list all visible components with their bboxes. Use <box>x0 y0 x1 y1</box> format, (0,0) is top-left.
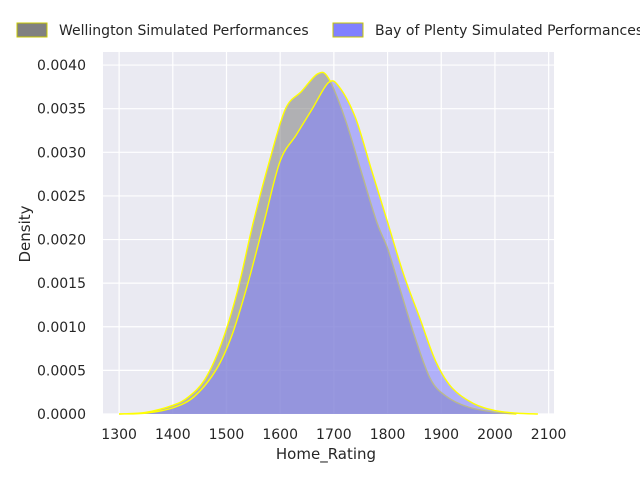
x-tick-label: 1900 <box>423 427 459 443</box>
x-tick-label: 1300 <box>101 427 137 443</box>
x-tick-label: 2000 <box>477 427 513 443</box>
density-outline-1 <box>119 80 538 415</box>
y-tick-label: 0.0015 <box>37 276 86 292</box>
y-tick-label: 0.0040 <box>37 58 86 74</box>
x-tick-label: 2100 <box>531 427 567 443</box>
y-tick-labels: 0.0000 0.0005 0.0010 0.0015 0.0020 0.0025 0.00… <box>37 58 86 423</box>
x-tick-label: 1400 <box>155 427 191 443</box>
x-tick-label: 1600 <box>262 427 298 443</box>
y-tick-label: 0.0005 <box>37 363 86 379</box>
x-tick-labels: 1300 1400 1500 1600 1700 1800 1900 2000 2100 <box>101 427 566 443</box>
x-tick-label: 1700 <box>316 427 352 443</box>
y-tick-label: 0.0000 <box>37 407 86 423</box>
y-tick-label: 0.0035 <box>37 102 86 118</box>
density-area-1 <box>119 80 538 415</box>
x-tick-label: 1500 <box>209 427 245 443</box>
x-axis-label: Home_Rating <box>276 445 376 464</box>
density-areas <box>119 71 538 415</box>
y-tick-label: 0.0030 <box>37 145 86 161</box>
legend: Wellington Simulated Performances Bay of… <box>16 22 640 39</box>
x-tick-label: 1800 <box>370 427 406 443</box>
y-tick-label: 0.0025 <box>37 189 86 205</box>
legend-swatch-bay-of-plenty <box>332 22 364 38</box>
legend-swatch-wellington <box>16 22 48 38</box>
legend-label-wellington: Wellington Simulated Performances <box>59 23 309 39</box>
y-tick-label: 0.0010 <box>37 320 86 336</box>
y-tick-label: 0.0020 <box>37 233 86 249</box>
y-axis-label: Density <box>16 205 34 262</box>
legend-label-bay-of-plenty: Bay of Plenty Simulated Performances <box>375 23 640 39</box>
